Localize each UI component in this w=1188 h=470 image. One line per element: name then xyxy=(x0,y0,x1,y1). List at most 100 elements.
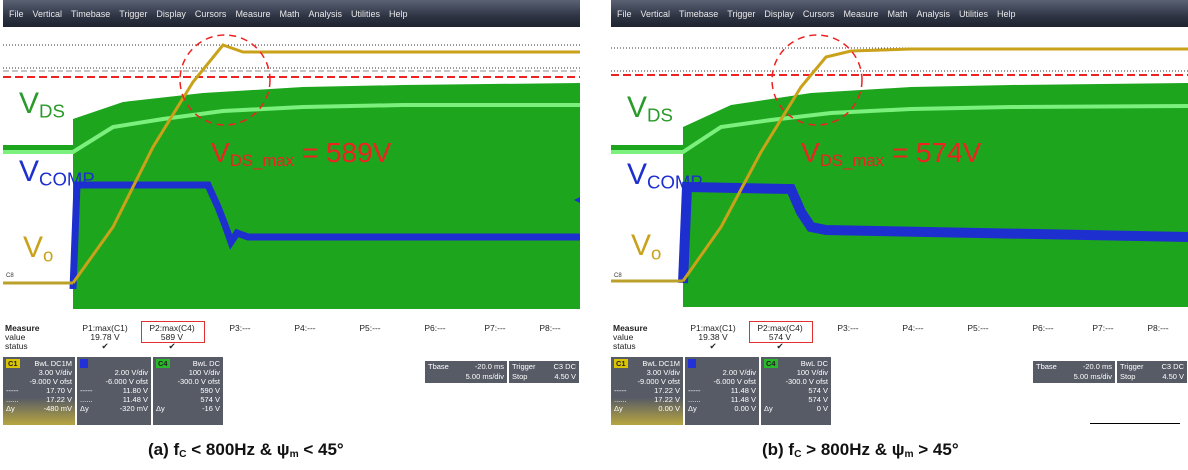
measure-heading: Measure xyxy=(613,323,648,333)
trigger-mode: Stop xyxy=(1120,372,1136,381)
menu-math[interactable]: Math xyxy=(279,8,300,19)
waveform-grid[interactable]: C8 VDS VCOMP Vo VDS_max = 574V xyxy=(611,27,1188,319)
c2-cursor-b: 11.48 V xyxy=(122,395,148,404)
param-p1[interactable]: P1:max(C1) xyxy=(690,323,736,333)
tbase-label: Tbase xyxy=(1036,362,1057,371)
trigger-panel[interactable]: Trigger C3 DC Stop 4.50 V Edge Positive xyxy=(1117,361,1187,391)
param-p7[interactable]: P7:--- xyxy=(1092,323,1114,333)
menu-utilities[interactable]: Utilities xyxy=(958,8,988,19)
c4-coupling: BwL DC xyxy=(800,359,828,368)
timebase-panel[interactable]: Tbase -20.0 ms 5.00 ms/div 5.00 MS 100 MS/… xyxy=(1033,361,1115,391)
c4-cursor-b: 574 V xyxy=(808,395,828,404)
channel-c1-panel[interactable]: C1 BwL DC1M 3.00 V/div -9.000 V ofst ----… xyxy=(3,357,75,425)
channel-c4-panel[interactable]: C4 BwL DC 100 V/div -300.0 V ofst 574 V 5… xyxy=(761,357,831,425)
menu-utilities[interactable]: Utilities xyxy=(350,8,380,19)
menu-vertical[interactable]: Vertical xyxy=(32,8,63,19)
c1-dy: -480 mV xyxy=(43,404,72,413)
trigger-level: 4.50 V xyxy=(554,372,576,381)
c4-cursor-a: 590 V xyxy=(200,386,220,395)
c1-dy: 0.00 V xyxy=(658,404,680,413)
right-marker xyxy=(574,197,580,203)
param-p2[interactable]: P2:max(C4) xyxy=(757,323,803,333)
param-p8[interactable]: P8:--- xyxy=(539,323,561,333)
vds-envelope xyxy=(3,103,580,154)
param-p8[interactable]: P8:--- xyxy=(1147,323,1169,333)
c1-cursor-b: 17.22 V xyxy=(46,395,72,404)
menu-measure[interactable]: Measure xyxy=(235,8,271,19)
c8-marker: C8 xyxy=(6,273,14,279)
param-p5[interactable]: P5:--- xyxy=(359,323,381,333)
param-p1[interactable]: P1:max(C1) xyxy=(82,323,128,333)
p2-highlight-box xyxy=(749,321,813,343)
menu-display[interactable]: Display xyxy=(764,8,794,19)
menu-analysis[interactable]: Analysis xyxy=(916,8,950,19)
param-p4[interactable]: P4:--- xyxy=(902,323,924,333)
vcomp-trace xyxy=(678,181,1188,284)
scope-screenshot-b: File Vertical Timebase Trigger Display C… xyxy=(611,0,1188,425)
c1-badge: C1 xyxy=(614,359,628,368)
c2-dy-label: Δy xyxy=(80,404,89,413)
vds-pre-band xyxy=(3,145,73,151)
waveform-plot: C8 xyxy=(3,34,580,309)
c1-dash: ----- xyxy=(614,386,627,395)
param-p4[interactable]: P4:--- xyxy=(294,323,316,333)
menu-file[interactable]: File xyxy=(617,8,632,19)
measure-table: Measure value status P1:max(C1) 19.38 V … xyxy=(611,319,1188,357)
c1-dash: ----- xyxy=(6,386,19,395)
menu-timebase[interactable]: Timebase xyxy=(71,8,111,19)
sample-rate: 100 MS/s xyxy=(472,382,504,391)
c4-vdiv: 100 V/div xyxy=(796,368,828,377)
sample-count: 5.00 MS xyxy=(1036,382,1064,391)
c2-dash: ----- xyxy=(688,386,701,395)
trigger-slope: Positive xyxy=(1157,382,1184,391)
trigger-panel[interactable]: Trigger C3 DC Stop 4.50 V Edge Positive xyxy=(509,361,579,391)
menu-help[interactable]: Help xyxy=(997,8,1016,19)
menu-measure[interactable]: Measure xyxy=(843,8,879,19)
menu-cursors[interactable]: Cursors xyxy=(802,8,835,19)
p1-status: ✔ xyxy=(101,341,109,351)
timebase-panel[interactable]: Tbase -20.0 ms 5.00 ms/div 5.00 MS 100 MS/… xyxy=(425,361,507,391)
menu-trigger[interactable]: Trigger xyxy=(727,8,756,19)
vds-trace-band xyxy=(73,83,580,309)
menu-display[interactable]: Display xyxy=(156,8,186,19)
param-p6[interactable]: P6:--- xyxy=(1032,323,1054,333)
c2-badge xyxy=(688,359,697,368)
menu-trigger[interactable]: Trigger xyxy=(119,8,148,19)
c4-cursor-b: 574 V xyxy=(200,395,220,404)
menu-timebase[interactable]: Timebase xyxy=(679,8,719,19)
value-row-label: value xyxy=(5,332,26,342)
menu-cursors[interactable]: Cursors xyxy=(194,8,227,19)
c1-vdiv: 3.00 V/div xyxy=(38,368,72,377)
menu-math[interactable]: Math xyxy=(887,8,908,19)
c2-dots: ...... xyxy=(688,395,701,404)
param-p2[interactable]: P2:max(C4) xyxy=(149,323,195,333)
c2-cursor-a: 11.48 V xyxy=(730,386,756,395)
menu-file[interactable]: File xyxy=(9,8,24,19)
param-p3[interactable]: P3:--- xyxy=(837,323,859,333)
c4-badge: C4 xyxy=(156,359,170,368)
channel-c1-panel[interactable]: C1 BwL DC1M 3.00 V/div -9.000 V ofst ----… xyxy=(611,357,683,425)
menu-vertical[interactable]: Vertical xyxy=(640,8,671,19)
param-p5[interactable]: P5:--- xyxy=(967,323,989,333)
status-row-label: status xyxy=(613,341,636,351)
waveform-grid[interactable]: C8 VDS VCOMP Vo VDS_max = 589V xyxy=(3,27,580,319)
channel-c2-panel[interactable]: 2.00 V/div -6.000 V ofst ----- 11.48 V ..… xyxy=(685,357,759,425)
p2-value: 589 V xyxy=(160,332,184,342)
vcomp-label: VCOMP xyxy=(627,158,703,193)
measure-table: Measure value status P1:max(C1) 19.78 V … xyxy=(3,319,580,357)
p1-status: ✔ xyxy=(709,341,717,351)
param-p7[interactable]: P7:--- xyxy=(484,323,506,333)
vds-label: VDS xyxy=(627,91,673,126)
channel-c2-panel[interactable]: 2.00 V/div -6.000 V ofst ----- 11.80 V ..… xyxy=(77,357,151,425)
menu-analysis[interactable]: Analysis xyxy=(308,8,342,19)
timebase-rate: 5.00 ms/div xyxy=(465,372,504,381)
trigger-type: Edge xyxy=(1120,382,1138,391)
c8-marker: C8 xyxy=(614,273,622,279)
param-p3[interactable]: P3:--- xyxy=(229,323,251,333)
menu-help[interactable]: Help xyxy=(389,8,408,19)
c1-cursor-a: 17.22 V xyxy=(654,386,680,395)
trigger-source: C3 DC xyxy=(553,362,576,371)
channel-c4-panel[interactable]: C4 BwL DC 100 V/div -300.0 V ofst 590 V 5… xyxy=(153,357,223,425)
c4-offset: -300.0 V ofst xyxy=(785,377,828,386)
param-p6[interactable]: P6:--- xyxy=(424,323,446,333)
